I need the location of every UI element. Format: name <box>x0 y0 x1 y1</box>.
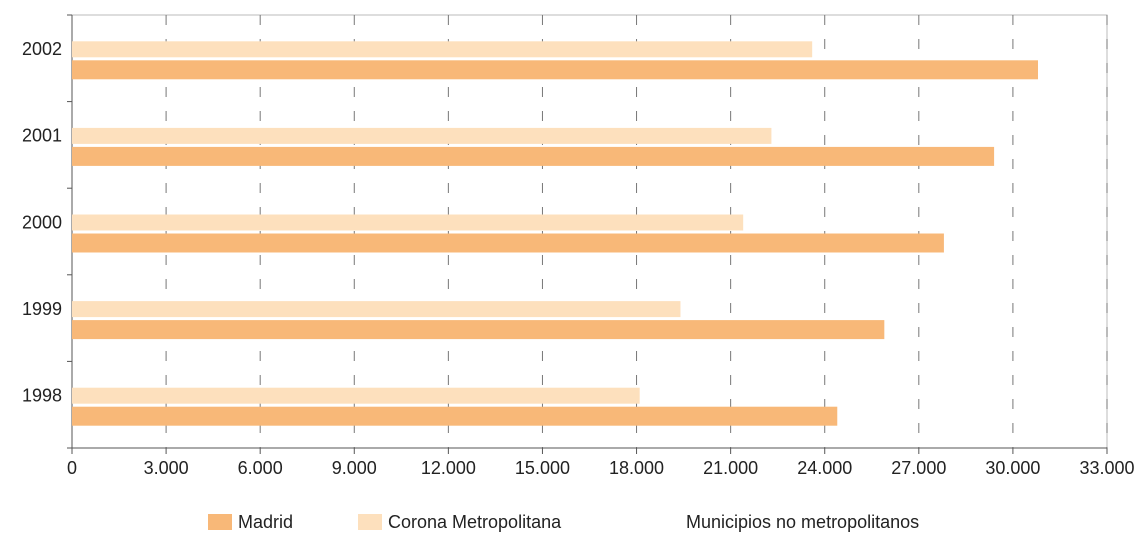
bar <box>72 146 995 166</box>
y-tick-label: 2002 <box>22 39 62 59</box>
x-tick-label: 24.000 <box>797 458 852 478</box>
y-tick-label: 1999 <box>22 299 62 319</box>
x-tick-label: 21.000 <box>703 458 758 478</box>
bar <box>72 320 885 340</box>
bar <box>72 41 813 58</box>
legend-swatch <box>358 514 382 530</box>
x-tick-label: 27.000 <box>891 458 946 478</box>
x-tick-label: 12.000 <box>421 458 476 478</box>
x-tick-label: 15.000 <box>515 458 570 478</box>
bar <box>72 60 1038 80</box>
legend-label: Municipios no metropolitanos <box>686 512 919 532</box>
x-tick-label: 18.000 <box>609 458 664 478</box>
x-tick-label: 3.000 <box>144 458 189 478</box>
bar <box>72 214 744 231</box>
legend-label: Madrid <box>238 512 293 532</box>
plot-frame <box>71 14 1108 449</box>
bar <box>72 127 772 144</box>
y-tick-label: 1998 <box>22 385 62 405</box>
x-tick-label: 9.000 <box>332 458 377 478</box>
bar <box>72 387 640 404</box>
bar <box>72 233 944 253</box>
bar <box>72 406 838 426</box>
x-tick-label: 33.000 <box>1079 458 1134 478</box>
legend-label: Corona Metropolitana <box>388 512 562 532</box>
y-tick-label: 2000 <box>22 212 62 232</box>
x-tick-label: 0 <box>67 458 77 478</box>
x-tick-label: 30.000 <box>985 458 1040 478</box>
bar <box>72 301 681 318</box>
x-tick-label: 6.000 <box>238 458 283 478</box>
y-tick-label: 2001 <box>22 126 62 146</box>
legend-swatch <box>208 514 232 530</box>
